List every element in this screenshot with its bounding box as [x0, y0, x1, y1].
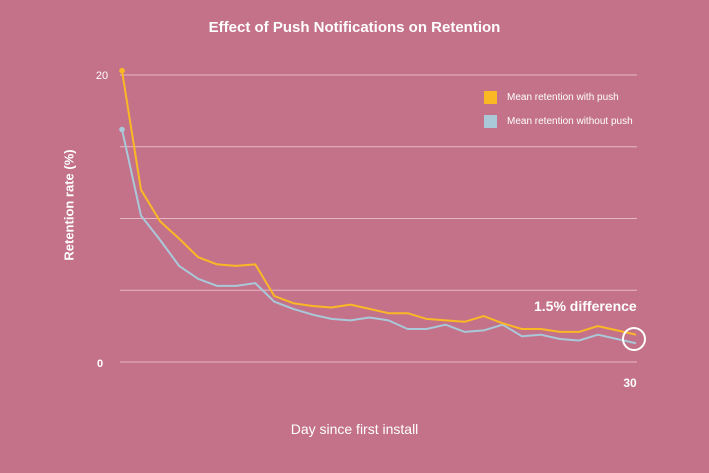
- highlight-circle: [622, 327, 646, 352]
- legend-item-without-push: Mean retention without push: [484, 114, 633, 128]
- difference-annotation: 1.5% difference: [534, 298, 637, 314]
- start-point-with-push: [119, 67, 125, 74]
- x-axis-label: Day since first install: [290, 421, 419, 437]
- legend-swatch-with-push: [484, 90, 497, 104]
- series-line-without-push: [121, 129, 637, 345]
- series-line-with-push: [121, 70, 637, 336]
- legend-item-with-push: Mean retention with push: [484, 90, 633, 104]
- start-point-without-push: [119, 126, 125, 133]
- legend-label-without-push: Mean retention without push: [507, 115, 633, 127]
- y-tick-label: 0: [97, 358, 103, 370]
- y-tick-label: 20: [96, 70, 108, 82]
- chart-legend: Mean retention with push Mean retention …: [484, 90, 633, 138]
- x-tick-label: 30: [623, 376, 637, 390]
- legend-swatch-without-push: [484, 114, 497, 128]
- chart-title: Effect of Push Notifications on Retentio…: [208, 19, 501, 36]
- legend-label-with-push: Mean retention with push: [507, 91, 619, 103]
